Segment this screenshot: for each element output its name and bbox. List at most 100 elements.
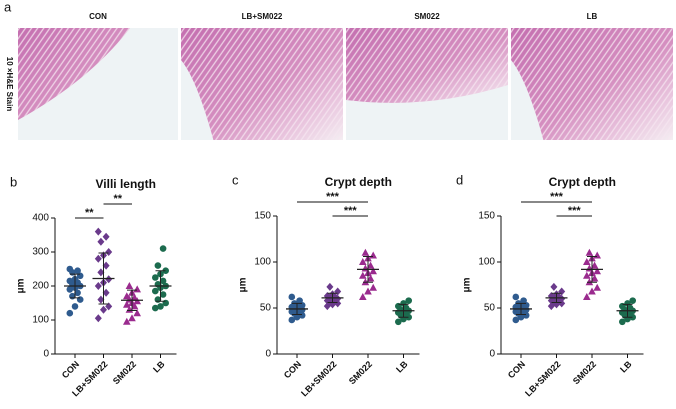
data-point (152, 274, 159, 281)
data-point (123, 292, 131, 300)
data-point (326, 282, 334, 291)
y-tick-label: 100 (478, 257, 495, 268)
data-point (405, 297, 413, 304)
y-tick-label: 0 (489, 349, 495, 360)
data-point (619, 318, 626, 326)
data-point (162, 267, 169, 275)
y-tick-label: 150 (478, 211, 495, 222)
data-point (133, 309, 141, 317)
sd-bar (587, 255, 597, 283)
data-point (361, 248, 370, 256)
data-point (105, 275, 113, 284)
data-point (66, 309, 74, 317)
data-point (66, 265, 74, 273)
panel-label: b (10, 174, 17, 189)
data-point (97, 268, 105, 277)
data-point (583, 258, 591, 265)
data-point (154, 262, 162, 269)
sd-bar (622, 303, 633, 318)
significance-label: ** (85, 207, 94, 219)
data-point (512, 316, 520, 324)
data-point (94, 227, 102, 236)
data-point (593, 283, 601, 291)
chart-title: Crypt depth (549, 175, 616, 189)
image-title: SM022 (414, 12, 440, 21)
y-tick-label: 150 (254, 211, 271, 222)
data-point (593, 267, 601, 275)
data-point (74, 289, 81, 297)
x-tick-label: CON (60, 359, 81, 380)
sd-bar (155, 270, 166, 302)
x-tick-label: LB (618, 359, 634, 375)
x-tick-label: LB+SM022 (523, 359, 562, 398)
data-point (364, 287, 372, 295)
sd-bar (327, 292, 338, 303)
data-point (159, 291, 167, 298)
data-point (369, 267, 377, 275)
data-point (359, 258, 367, 265)
data-point (123, 317, 131, 325)
data-point (105, 248, 113, 256)
sd-bar (98, 252, 109, 305)
sd-bar (363, 255, 373, 283)
data-point (366, 274, 375, 282)
x-tick-label: LB (394, 359, 410, 375)
data-point (102, 261, 110, 270)
sd-bar (551, 292, 562, 303)
data-point (94, 254, 102, 263)
data-point (583, 292, 591, 300)
data-point (550, 282, 558, 291)
data-point (97, 295, 105, 304)
panel-label: c (232, 172, 239, 187)
sd-bar (516, 302, 526, 315)
panel-label: a (4, 0, 12, 14)
data-point (74, 267, 81, 275)
significance-label: *** (326, 191, 340, 203)
data-point (97, 237, 105, 246)
sd-bar (70, 273, 80, 299)
data-point (585, 248, 594, 256)
data-point (400, 300, 407, 307)
x-tick-label: SM022 (571, 359, 598, 386)
data-point (94, 282, 102, 290)
data-point (583, 271, 591, 279)
y-axis-label: μm (238, 277, 249, 292)
y-tick-label: 0 (265, 349, 271, 360)
image-title: LB+SM022 (242, 12, 283, 21)
data-point (76, 296, 84, 303)
data-point (369, 251, 377, 259)
tissue-texture (346, 28, 508, 103)
histology-images: CON LB+SM022 SM022 LB (18, 12, 673, 140)
y-tick-label: 100 (254, 257, 271, 268)
data-point (359, 292, 367, 300)
stain-label: 10 ×H&E Stain (5, 57, 14, 112)
tissue-texture (181, 28, 343, 140)
x-tick-label: LB+SM022 (299, 359, 338, 398)
data-point (94, 314, 102, 323)
data-point (128, 314, 136, 322)
data-point (590, 274, 599, 282)
image-title: LB (587, 12, 598, 21)
data-point (71, 303, 79, 310)
data-point (125, 282, 134, 289)
data-point (159, 245, 167, 252)
data-point (395, 318, 402, 326)
significance-label: *** (344, 205, 358, 217)
image-title: CON (89, 12, 107, 21)
significance-label: ** (113, 193, 122, 205)
data-point (157, 303, 164, 310)
data-point (520, 297, 527, 304)
data-point (102, 232, 110, 241)
data-point (125, 305, 134, 313)
y-axis-label: μm (16, 278, 27, 293)
data-point (162, 299, 169, 307)
sd-bar (292, 302, 302, 315)
data-point (593, 251, 601, 259)
y-tick-label: 50 (484, 303, 496, 314)
data-point (159, 277, 167, 285)
data-point (366, 261, 375, 269)
tissue-texture (18, 28, 130, 120)
data-point (152, 287, 159, 295)
y-tick-label: 400 (32, 213, 49, 224)
